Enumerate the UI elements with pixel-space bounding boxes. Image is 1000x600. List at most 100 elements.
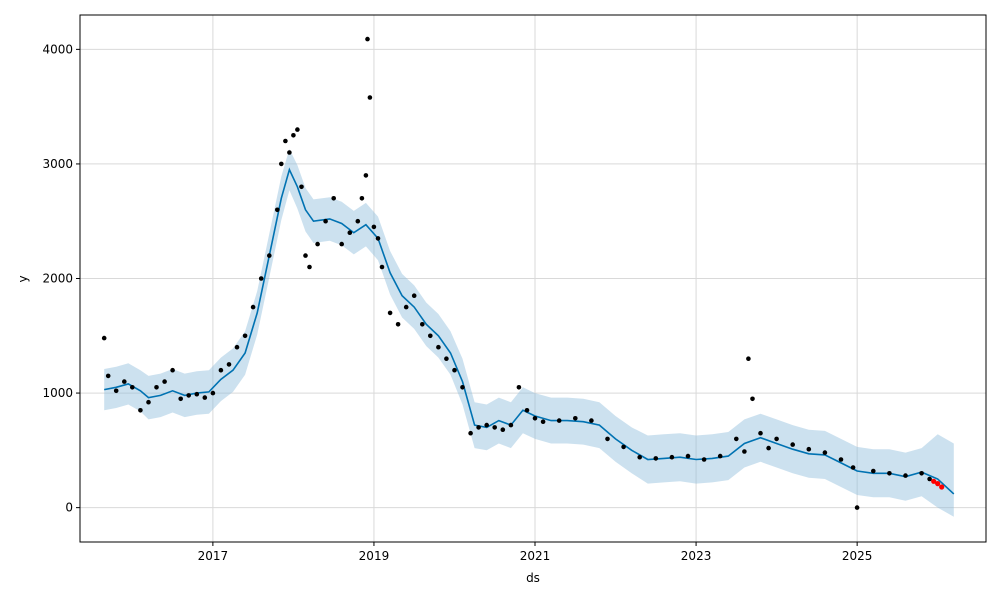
- observed-point: [202, 395, 208, 400]
- observed-point: [242, 333, 248, 339]
- observed-point: [750, 396, 755, 402]
- observed-point: [331, 196, 337, 201]
- observed-point: [186, 393, 191, 398]
- observed-point: [403, 304, 409, 310]
- observed-point: [275, 207, 280, 213]
- recent-points: [931, 478, 945, 490]
- observed-points: [101, 36, 932, 510]
- observed-point: [234, 344, 240, 350]
- observed-point: [524, 408, 530, 413]
- observed-point: [307, 264, 312, 270]
- x-tick-label: 2025: [842, 549, 873, 563]
- observed-point: [122, 379, 127, 384]
- observed-point: [903, 473, 908, 478]
- y-axis: 0 1000 2000 3000 4000: [42, 42, 80, 515]
- x-tick-label: 2021: [520, 549, 551, 563]
- observed-point: [927, 476, 932, 482]
- y-tick-label: 4000: [42, 42, 73, 56]
- observed-point: [476, 425, 481, 430]
- observed-point: [556, 418, 562, 423]
- observed-point: [460, 385, 465, 390]
- observed-point: [500, 427, 506, 433]
- observed-point: [822, 450, 828, 455]
- observed-point: [589, 418, 594, 423]
- observed-point: [444, 356, 449, 362]
- observed-point: [887, 471, 892, 476]
- observed-point: [371, 224, 377, 230]
- observed-point: [379, 264, 385, 270]
- observed-point: [605, 436, 610, 442]
- y-axis-label: y: [16, 275, 30, 282]
- observed-point: [436, 344, 441, 350]
- observed-point: [806, 446, 812, 452]
- observed-point: [359, 196, 365, 201]
- grid: [80, 15, 986, 542]
- observed-point: [395, 322, 401, 327]
- observed-point: [105, 373, 111, 379]
- observed-point: [295, 127, 300, 132]
- observed-point: [218, 367, 224, 373]
- observed-point: [194, 391, 200, 397]
- observed-point: [283, 138, 288, 144]
- observed-point: [339, 241, 345, 247]
- observed-point: [492, 425, 498, 430]
- observed-point: [758, 430, 763, 436]
- observed-point: [347, 230, 353, 235]
- forecast-layer: [104, 167, 955, 495]
- x-axis: 2017 2019 2021 2023 2025: [198, 542, 873, 563]
- observed-point: [315, 241, 320, 247]
- observed-point: [226, 362, 232, 367]
- recent-point: [939, 484, 945, 490]
- observed-point: [287, 150, 292, 155]
- observed-point: [746, 356, 751, 362]
- observed-point: [355, 218, 361, 224]
- y-tick-label: 0: [65, 501, 73, 515]
- observed-point: [387, 310, 393, 316]
- observed-point: [669, 454, 675, 460]
- observed-point: [303, 253, 308, 258]
- observed-point: [154, 385, 159, 390]
- observed-point: [178, 396, 183, 402]
- observed-point: [774, 436, 779, 442]
- observed-point: [701, 457, 707, 462]
- recent-point: [931, 478, 937, 484]
- observed-point: [146, 399, 151, 405]
- x-tick-label: 2019: [359, 549, 390, 563]
- uncertainty-interval: [104, 149, 954, 517]
- observed-point: [621, 444, 626, 450]
- observed-point: [838, 457, 844, 462]
- y-tick-label: 2000: [42, 272, 73, 286]
- observed-point: [162, 379, 167, 384]
- observed-point: [130, 385, 135, 390]
- x-axis-label: ds: [526, 571, 540, 585]
- observed-point: [766, 445, 771, 451]
- observed-point: [717, 453, 723, 459]
- observed-point: [323, 218, 328, 224]
- y-tick-label: 1000: [42, 386, 73, 400]
- observed-point: [871, 468, 876, 474]
- observed-point: [637, 454, 642, 460]
- observed-point: [484, 422, 490, 428]
- observed-point: [919, 471, 924, 476]
- observed-point: [734, 436, 739, 442]
- interval-band: [104, 149, 954, 517]
- observed-point: [452, 367, 457, 373]
- observed-point: [516, 385, 522, 390]
- observed-point: [267, 253, 272, 258]
- observed-point: [850, 465, 856, 470]
- observed-point: [367, 95, 373, 100]
- observed-point: [170, 367, 175, 373]
- observed-point: [411, 293, 417, 299]
- observed-point: [420, 322, 425, 327]
- observed-point: [210, 390, 216, 396]
- observed-point: [508, 422, 514, 428]
- recent-point: [935, 481, 941, 487]
- forecast-line: [104, 167, 955, 495]
- observed-point: [299, 184, 304, 190]
- observed-point: [468, 430, 473, 436]
- observed-point: [250, 304, 256, 310]
- observed-point: [685, 453, 691, 459]
- observed-point: [138, 408, 143, 413]
